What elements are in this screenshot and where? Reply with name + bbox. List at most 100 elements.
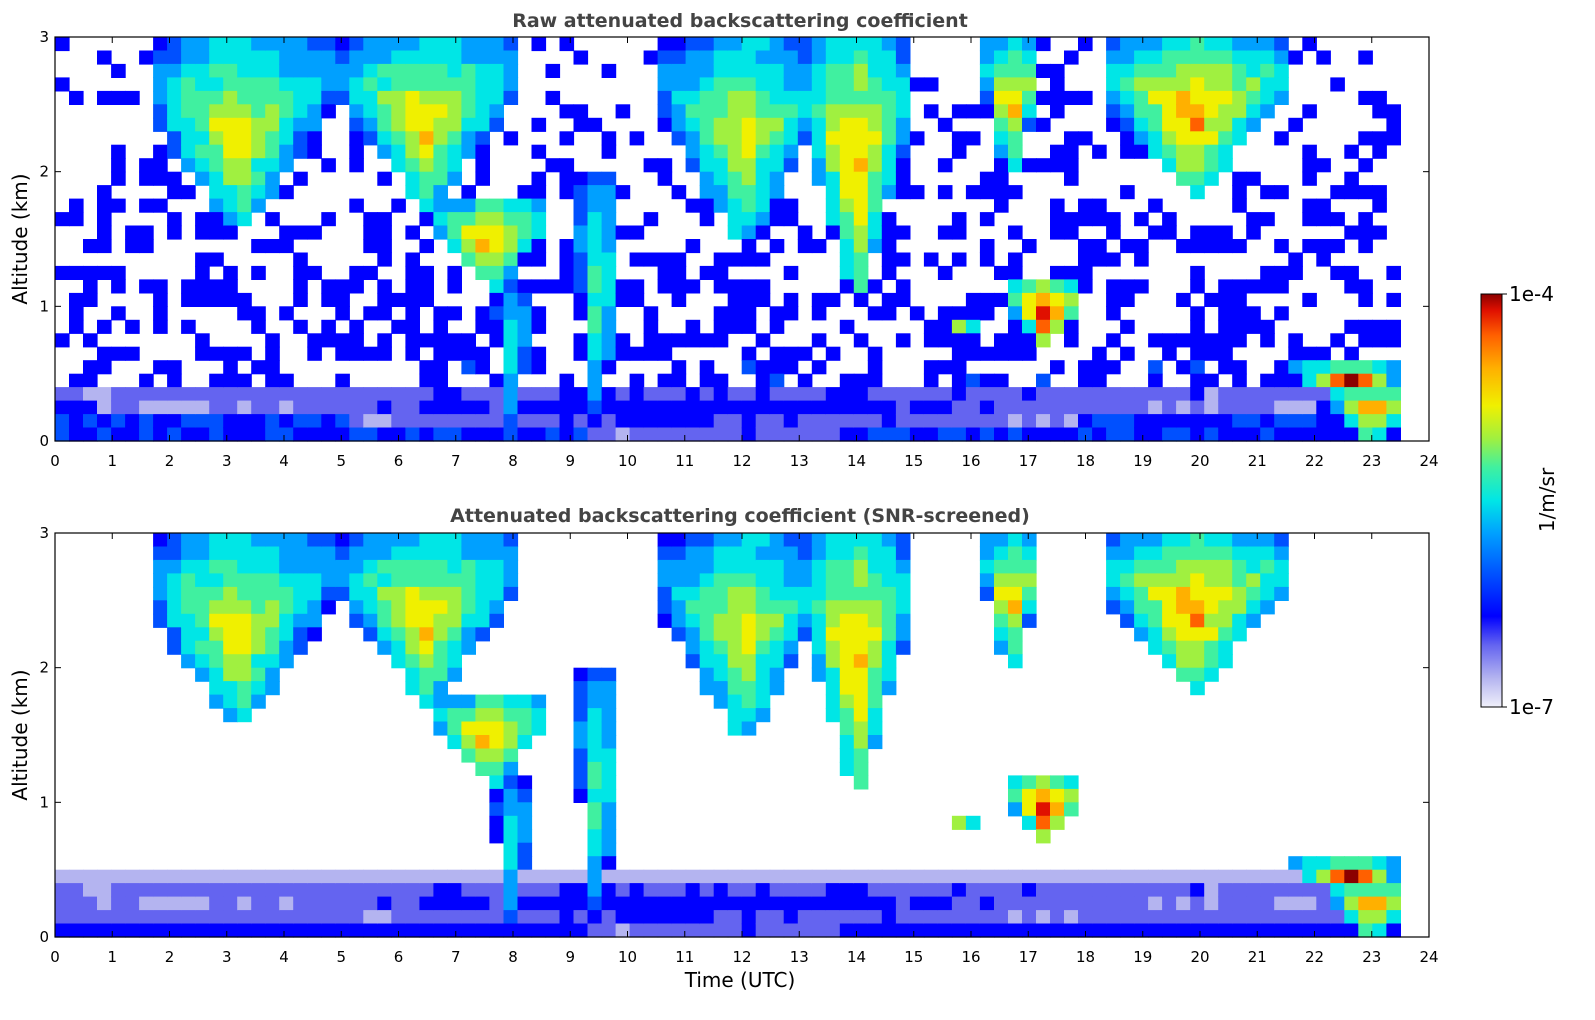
heatmap-cell [195, 387, 210, 402]
heatmap-cell [839, 239, 855, 254]
heatmap-cell [1120, 239, 1135, 254]
heatmap-cell [1148, 640, 1163, 655]
heatmap-cell [195, 333, 210, 348]
heatmap-cell [573, 265, 589, 280]
heatmap-cell [587, 427, 603, 442]
heatmap-cell [1358, 333, 1373, 348]
heatmap-cell [1162, 427, 1177, 442]
heatmap-cell [1050, 414, 1065, 429]
heatmap-cell [937, 117, 953, 132]
heatmap-cell [741, 117, 757, 132]
heatmap-cell [279, 654, 294, 669]
heatmap-cell [867, 613, 883, 628]
heatmap-cell [713, 559, 729, 574]
heatmap-cell [867, 346, 883, 361]
heatmap-cell [55, 387, 70, 402]
heatmap-cell [1190, 627, 1205, 642]
heatmap-cell [853, 279, 869, 294]
heatmap-cell [895, 427, 911, 442]
heatmap-cell [769, 869, 785, 884]
heatmap-cell [1302, 104, 1317, 119]
heatmap-cell [783, 883, 799, 898]
heatmap-cell [657, 896, 673, 911]
heatmap-cell [895, 225, 911, 240]
heatmap-cell [559, 37, 575, 52]
heatmap-cell [769, 104, 785, 119]
heatmap-cell [1260, 600, 1275, 615]
heatmap-cell [433, 883, 448, 898]
heatmap-cell [587, 373, 603, 388]
heatmap-cell [461, 923, 476, 938]
heatmap-cell [419, 373, 434, 388]
heatmap-cell [811, 600, 827, 615]
heatmap-cell [1134, 896, 1149, 911]
heatmap-cell [1204, 292, 1219, 307]
heatmap-cell [713, 319, 729, 334]
heatmap-cell [279, 90, 294, 105]
heatmap-cell [475, 360, 490, 375]
heatmap-cell [1190, 613, 1205, 628]
heatmap-cell [755, 896, 771, 911]
heatmap-cell [1134, 923, 1149, 938]
heatmap-cell [994, 131, 1009, 146]
heatmap-cell [1008, 252, 1023, 267]
heatmap-cell [713, 131, 729, 146]
heatmap-cell [727, 546, 743, 561]
heatmap-cell [167, 896, 182, 911]
heatmap-cell [195, 586, 210, 601]
heatmap-cell [391, 923, 406, 938]
heatmap-cell [1148, 427, 1163, 442]
heatmap-cell [475, 104, 490, 119]
heatmap-cell [125, 896, 140, 911]
heatmap-cell [811, 50, 827, 65]
heatmap-cell [349, 546, 364, 561]
heatmap-cell [923, 910, 939, 925]
heatmap-cell [405, 896, 420, 911]
heatmap-cell [1218, 346, 1233, 361]
heatmap-cell [1064, 265, 1079, 280]
heatmap-cell [994, 586, 1009, 601]
heatmap-cell [1078, 883, 1093, 898]
heatmap-cell [209, 667, 224, 682]
heatmap-cell [755, 360, 771, 375]
heatmap-cell [335, 414, 350, 429]
heatmap-cell [489, 117, 504, 132]
x-tick-label: 19 [1133, 452, 1152, 470]
heatmap-cell [797, 37, 813, 52]
heatmap-cell [853, 640, 869, 655]
heatmap-cell [1106, 910, 1121, 925]
heatmap-cell [979, 414, 995, 429]
heatmap-cell [1302, 856, 1317, 871]
heatmap-cell [1134, 414, 1149, 429]
heatmap-cell [1176, 171, 1191, 186]
heatmap-cell [601, 681, 617, 696]
heatmap-cell [447, 613, 462, 628]
heatmap-cell [489, 104, 504, 119]
heatmap-cell [755, 212, 771, 227]
heatmap-cell [685, 90, 701, 105]
heatmap-cell [573, 694, 589, 709]
heatmap-cell [741, 319, 757, 334]
heatmap-cell [1288, 856, 1303, 871]
heatmap-cell [909, 77, 925, 92]
heatmap-cell [1148, 198, 1163, 213]
heatmap-cell [1078, 279, 1093, 294]
heatmap-cell [517, 346, 533, 361]
heatmap-cell [223, 292, 238, 307]
heatmap-cell [755, 400, 771, 415]
heatmap-cell [1232, 37, 1247, 52]
heatmap-cell [881, 144, 897, 159]
heatmap-cell [783, 896, 799, 911]
heatmap-cell [1190, 77, 1205, 92]
heatmap-cell [1218, 333, 1233, 348]
heatmap-cell [209, 292, 224, 307]
heatmap-cell [1120, 883, 1135, 898]
heatmap-cell [741, 50, 757, 65]
heatmap-cell [293, 37, 308, 52]
heatmap-cell [727, 573, 743, 588]
heatmap-cell [419, 667, 434, 682]
heatmap-cell [223, 923, 238, 938]
heatmap-cell [671, 279, 687, 294]
heatmap-cell [265, 144, 280, 159]
heatmap-cell [433, 667, 448, 682]
